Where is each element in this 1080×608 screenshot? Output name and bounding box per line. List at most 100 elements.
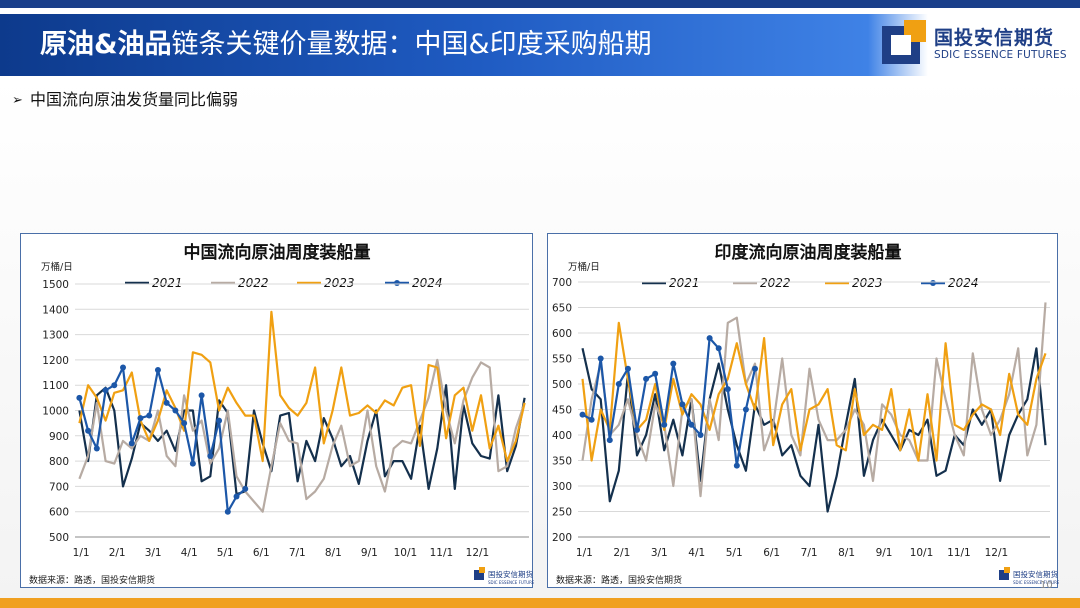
y-tick-label: 550	[552, 354, 572, 366]
mini-logo-sub: SDIC ESSENCE FUTURES	[488, 580, 534, 585]
series-line-2022	[78, 358, 526, 513]
x-tick-label: 6/1	[253, 547, 270, 559]
data-point-2024	[128, 440, 135, 447]
y-tick-label: 400	[552, 430, 572, 442]
mini-logo-accent-icon	[1004, 567, 1010, 573]
data-point-2024	[624, 365, 631, 372]
chart-panel-india: 印度流向原油周度装船量 万桶/日 2021 2022 2023 2024 200 250 300…	[547, 233, 1059, 588]
data-point-2024	[111, 382, 118, 389]
x-tick-label: 8/1	[838, 547, 855, 559]
data-point-2024	[597, 355, 604, 362]
x-tick-label: 4/1	[181, 547, 198, 559]
data-point-2024	[85, 427, 92, 434]
data-point-2024	[120, 364, 127, 371]
x-tick-label: 7/1	[289, 547, 306, 559]
data-point-2024	[76, 394, 83, 401]
header-band	[0, 14, 868, 76]
data-point-2024	[733, 462, 740, 469]
page-title-strong: 原油&油品	[40, 29, 172, 60]
data-point-2024	[697, 432, 704, 438]
data-point-2024	[643, 375, 650, 382]
y-tick-label: 500	[49, 532, 69, 544]
y-tick-label: 700	[49, 481, 69, 493]
data-point-2024	[706, 335, 713, 342]
company-logo: 国投安信期货 SDIC ESSENCE FUTURES	[880, 16, 1070, 72]
x-tick-label: 10/1	[910, 547, 934, 559]
data-point-2024	[242, 485, 249, 492]
data-point-2024	[679, 401, 686, 408]
source-note: 数据来源：路透，国投安信期货	[556, 574, 682, 586]
x-tick-label: 12/1	[985, 547, 1009, 559]
x-tick-label: 3/1	[651, 547, 668, 559]
series-line-2023	[581, 321, 1047, 462]
data-point-2024	[606, 437, 613, 444]
y-tick-label: 900	[49, 431, 69, 443]
data-point-2024	[715, 345, 722, 352]
top-accent-bar	[0, 0, 1080, 8]
data-point-2024	[742, 406, 749, 413]
y-tick-label: 1300	[42, 330, 69, 342]
y-tick-label: 350	[552, 456, 572, 468]
series-line-2024	[581, 336, 757, 467]
series-line-2021	[581, 347, 1047, 513]
x-tick-label: 11/1	[430, 547, 454, 559]
page-title-rest: 链条关键价量数据：中国&印度采购船期	[171, 29, 652, 60]
bullet-arrow-icon: ➢	[12, 93, 23, 108]
data-point-2024	[146, 412, 153, 419]
y-axis-unit-label: 万桶/日	[41, 261, 73, 273]
data-point-2024	[661, 421, 668, 428]
data-point-2024	[102, 387, 109, 394]
data-point-2024	[181, 420, 188, 427]
data-point-2024	[233, 493, 240, 500]
legend-label-2021: 2021	[669, 276, 700, 290]
x-tick-label: 1/1	[576, 547, 593, 559]
data-point-2024	[724, 386, 731, 393]
x-tick-label: 8/1	[325, 547, 342, 559]
mini-logo-accent-icon	[479, 567, 485, 573]
legend-label-2022: 2022	[238, 276, 269, 290]
data-point-2024	[163, 399, 170, 406]
x-tick-label: 11/1	[947, 547, 971, 559]
x-tick-label: 2/1	[109, 547, 126, 559]
x-tick-label: 5/1	[726, 547, 743, 559]
data-point-2024	[198, 392, 205, 399]
series-line-2023	[78, 310, 526, 463]
legend-marker-2024	[394, 280, 400, 286]
data-point-2024	[688, 421, 695, 428]
y-tick-label: 600	[49, 507, 69, 519]
bullet-point: ➢ 中国流向原油发货量同比偏弱	[12, 86, 238, 110]
x-tick-label: 3/1	[145, 547, 162, 559]
data-point-2024	[93, 445, 100, 452]
data-point-2024	[670, 360, 677, 367]
mini-logo-name: 国投安信期货	[1013, 569, 1058, 579]
x-tick-label: 4/1	[688, 547, 705, 559]
bullet-text: 中国流向原油发货量同比偏弱	[30, 90, 239, 109]
y-tick-label: 1200	[42, 355, 69, 367]
y-tick-label: 1000	[42, 406, 69, 418]
y-tick-label: 500	[552, 379, 572, 391]
mini-logo-icon	[474, 570, 484, 580]
series-line-2021	[78, 384, 526, 496]
x-tick-label: 5/1	[217, 547, 234, 559]
data-point-2024	[634, 426, 640, 433]
legend-label-2024: 2024	[412, 276, 443, 290]
legend-label-2021: 2021	[152, 276, 183, 290]
data-point-2024	[588, 416, 595, 423]
data-point-2024	[172, 407, 179, 414]
y-tick-label: 700	[552, 277, 572, 289]
y-tick-label: 1100	[42, 380, 69, 392]
y-tick-label: 600	[552, 328, 572, 340]
y-tick-label: 200	[552, 532, 572, 544]
mini-logo-name: 国投安信期货	[488, 569, 533, 579]
data-point-2024	[154, 367, 161, 374]
x-tick-label: 7/1	[801, 547, 818, 559]
x-tick-label: 6/1	[763, 547, 780, 559]
y-axis-unit-label: 万桶/日	[568, 261, 600, 273]
logo-name: 国投安信期货	[934, 27, 1055, 49]
footer-accent-bar	[0, 598, 1080, 608]
data-point-2024	[579, 411, 586, 418]
mini-logo-icon	[999, 570, 1009, 580]
y-tick-label: 650	[552, 303, 572, 315]
legend-label-2023: 2023	[324, 276, 355, 290]
chart-title: 中国流向原油周度装船量	[184, 242, 371, 263]
